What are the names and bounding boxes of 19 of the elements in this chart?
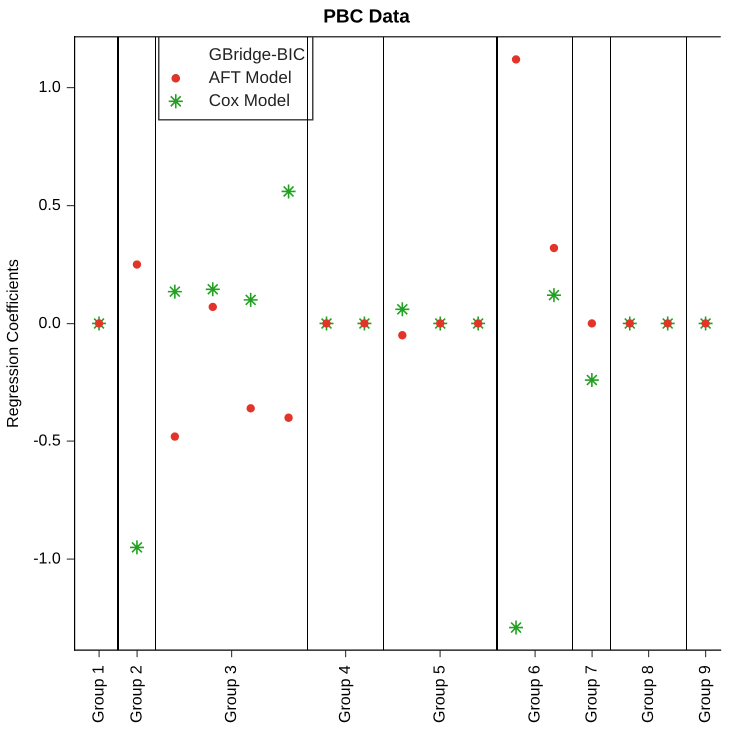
x-tick-label: Group 6	[526, 665, 544, 723]
legend-label: Cox Model	[208, 90, 290, 110]
x-tick-label: Group 1	[90, 665, 108, 723]
x-tick-label: Group 9	[697, 665, 714, 723]
x-tick-label: Group 3	[223, 665, 240, 723]
y-tick-label: -0.5	[33, 432, 61, 450]
y-tick-label: 0.5	[38, 196, 61, 214]
x-tick-label: Group 5	[432, 665, 449, 723]
y-tick-label: -1.0	[33, 550, 61, 568]
legend-label: AFT Model	[208, 68, 292, 87]
x-tick-label: Group 7	[583, 665, 600, 723]
y-tick-label: 0.0	[38, 314, 61, 332]
legend-title: GBridge-BIC	[208, 44, 306, 64]
x-tick-label: Group 4	[336, 665, 354, 723]
x-tick-label: Group 2	[128, 665, 146, 723]
x-tick-label: Group 8	[640, 665, 658, 723]
chart-title: PBC Data	[323, 6, 410, 28]
y-axis-title: Regression Coefficients	[5, 259, 22, 428]
y-tick-label: 1.0	[38, 79, 61, 96]
